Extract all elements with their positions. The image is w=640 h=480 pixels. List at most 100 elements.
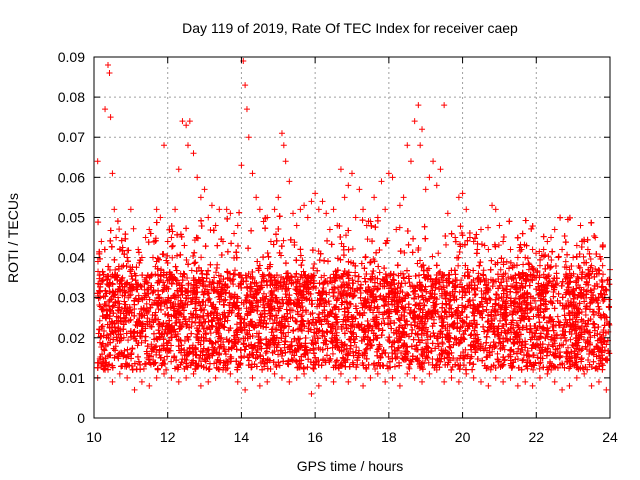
data-point-dense — [569, 316, 576, 323]
data-point — [595, 378, 602, 385]
data-point — [197, 382, 204, 389]
data-point — [417, 142, 424, 149]
data-point — [603, 386, 610, 393]
data-point — [243, 106, 250, 113]
data-point-dense — [388, 298, 395, 305]
data-point — [396, 382, 403, 389]
data-point-dense — [140, 365, 147, 372]
data-point — [378, 178, 385, 185]
data-point — [326, 226, 333, 233]
data-point-dense — [285, 329, 292, 336]
data-point-dense — [489, 348, 496, 355]
data-point — [430, 158, 437, 165]
data-point — [249, 170, 256, 177]
data-point-dense — [353, 344, 360, 351]
data-point — [529, 382, 536, 389]
data-point-dense — [261, 363, 268, 370]
data-point — [551, 378, 558, 385]
data-point — [308, 390, 315, 397]
data-point-dense — [536, 365, 543, 372]
data-point-dense — [130, 225, 137, 232]
data-point-dense — [424, 336, 431, 343]
data-point — [341, 194, 348, 201]
data-point — [459, 190, 466, 197]
data-point-dense — [119, 274, 126, 281]
data-point — [455, 194, 462, 201]
data-point-dense — [288, 356, 295, 363]
data-point-dense — [596, 267, 603, 274]
data-point — [127, 206, 134, 213]
data-point-dense — [352, 269, 359, 276]
data-point — [175, 378, 182, 385]
data-point — [562, 258, 569, 265]
data-point-dense — [198, 254, 205, 261]
data-point — [496, 222, 503, 229]
data-point-dense — [143, 300, 150, 307]
data-point — [278, 130, 285, 137]
data-point — [168, 234, 175, 241]
data-point-dense — [404, 291, 411, 298]
data-point-dense — [299, 257, 306, 264]
data-point-dense — [116, 226, 123, 233]
data-point — [404, 370, 411, 377]
data-point — [367, 374, 374, 381]
data-point — [146, 382, 153, 389]
data-point — [345, 182, 352, 189]
data-point-dense — [404, 344, 411, 351]
data-point — [231, 230, 238, 237]
data-point — [345, 378, 352, 385]
data-point — [186, 118, 193, 125]
data-point — [500, 238, 507, 245]
data-point-dense — [591, 285, 598, 292]
data-point — [242, 386, 249, 393]
data-point-dense — [429, 356, 436, 363]
data-point-dense — [600, 271, 607, 278]
data-point-dense — [542, 274, 549, 281]
data-point-dense — [602, 286, 609, 293]
data-point — [271, 206, 278, 213]
data-point — [113, 234, 120, 241]
data-point-dense — [148, 341, 155, 348]
data-point-dense — [96, 317, 103, 324]
data-point — [470, 238, 477, 245]
data-point-dense — [127, 291, 134, 298]
data-point-dense — [112, 266, 119, 273]
data-point — [448, 374, 455, 381]
data-point — [360, 382, 367, 389]
data-point — [404, 142, 411, 149]
data-point — [396, 202, 403, 209]
data-point-dense — [377, 292, 384, 299]
data-point — [411, 374, 418, 381]
data-point-dense — [372, 365, 379, 372]
data-point — [463, 206, 470, 213]
data-point-dense — [536, 248, 543, 255]
data-point-dense — [350, 348, 357, 355]
data-point — [584, 246, 591, 253]
data-point-dense — [168, 358, 175, 365]
data-point — [337, 166, 344, 173]
data-point — [149, 254, 156, 261]
data-point-dense — [340, 279, 347, 286]
data-point-dense — [276, 362, 283, 369]
data-point — [393, 226, 400, 233]
data-point — [208, 202, 215, 209]
data-point — [337, 370, 344, 377]
data-point — [385, 170, 392, 177]
data-point — [573, 242, 580, 249]
data-point — [544, 370, 551, 377]
data-point-dense — [356, 347, 363, 354]
data-point — [161, 370, 168, 377]
data-point — [500, 378, 507, 385]
data-point — [138, 378, 145, 385]
data-point-dense — [125, 337, 132, 344]
data-point — [157, 214, 164, 221]
data-point-dense — [398, 311, 405, 318]
data-point-dense — [524, 365, 531, 372]
data-point — [184, 142, 191, 149]
data-point-dense — [408, 330, 415, 337]
data-point — [522, 378, 529, 385]
data-point — [227, 210, 234, 217]
data-point — [323, 210, 330, 217]
data-point — [400, 194, 407, 201]
